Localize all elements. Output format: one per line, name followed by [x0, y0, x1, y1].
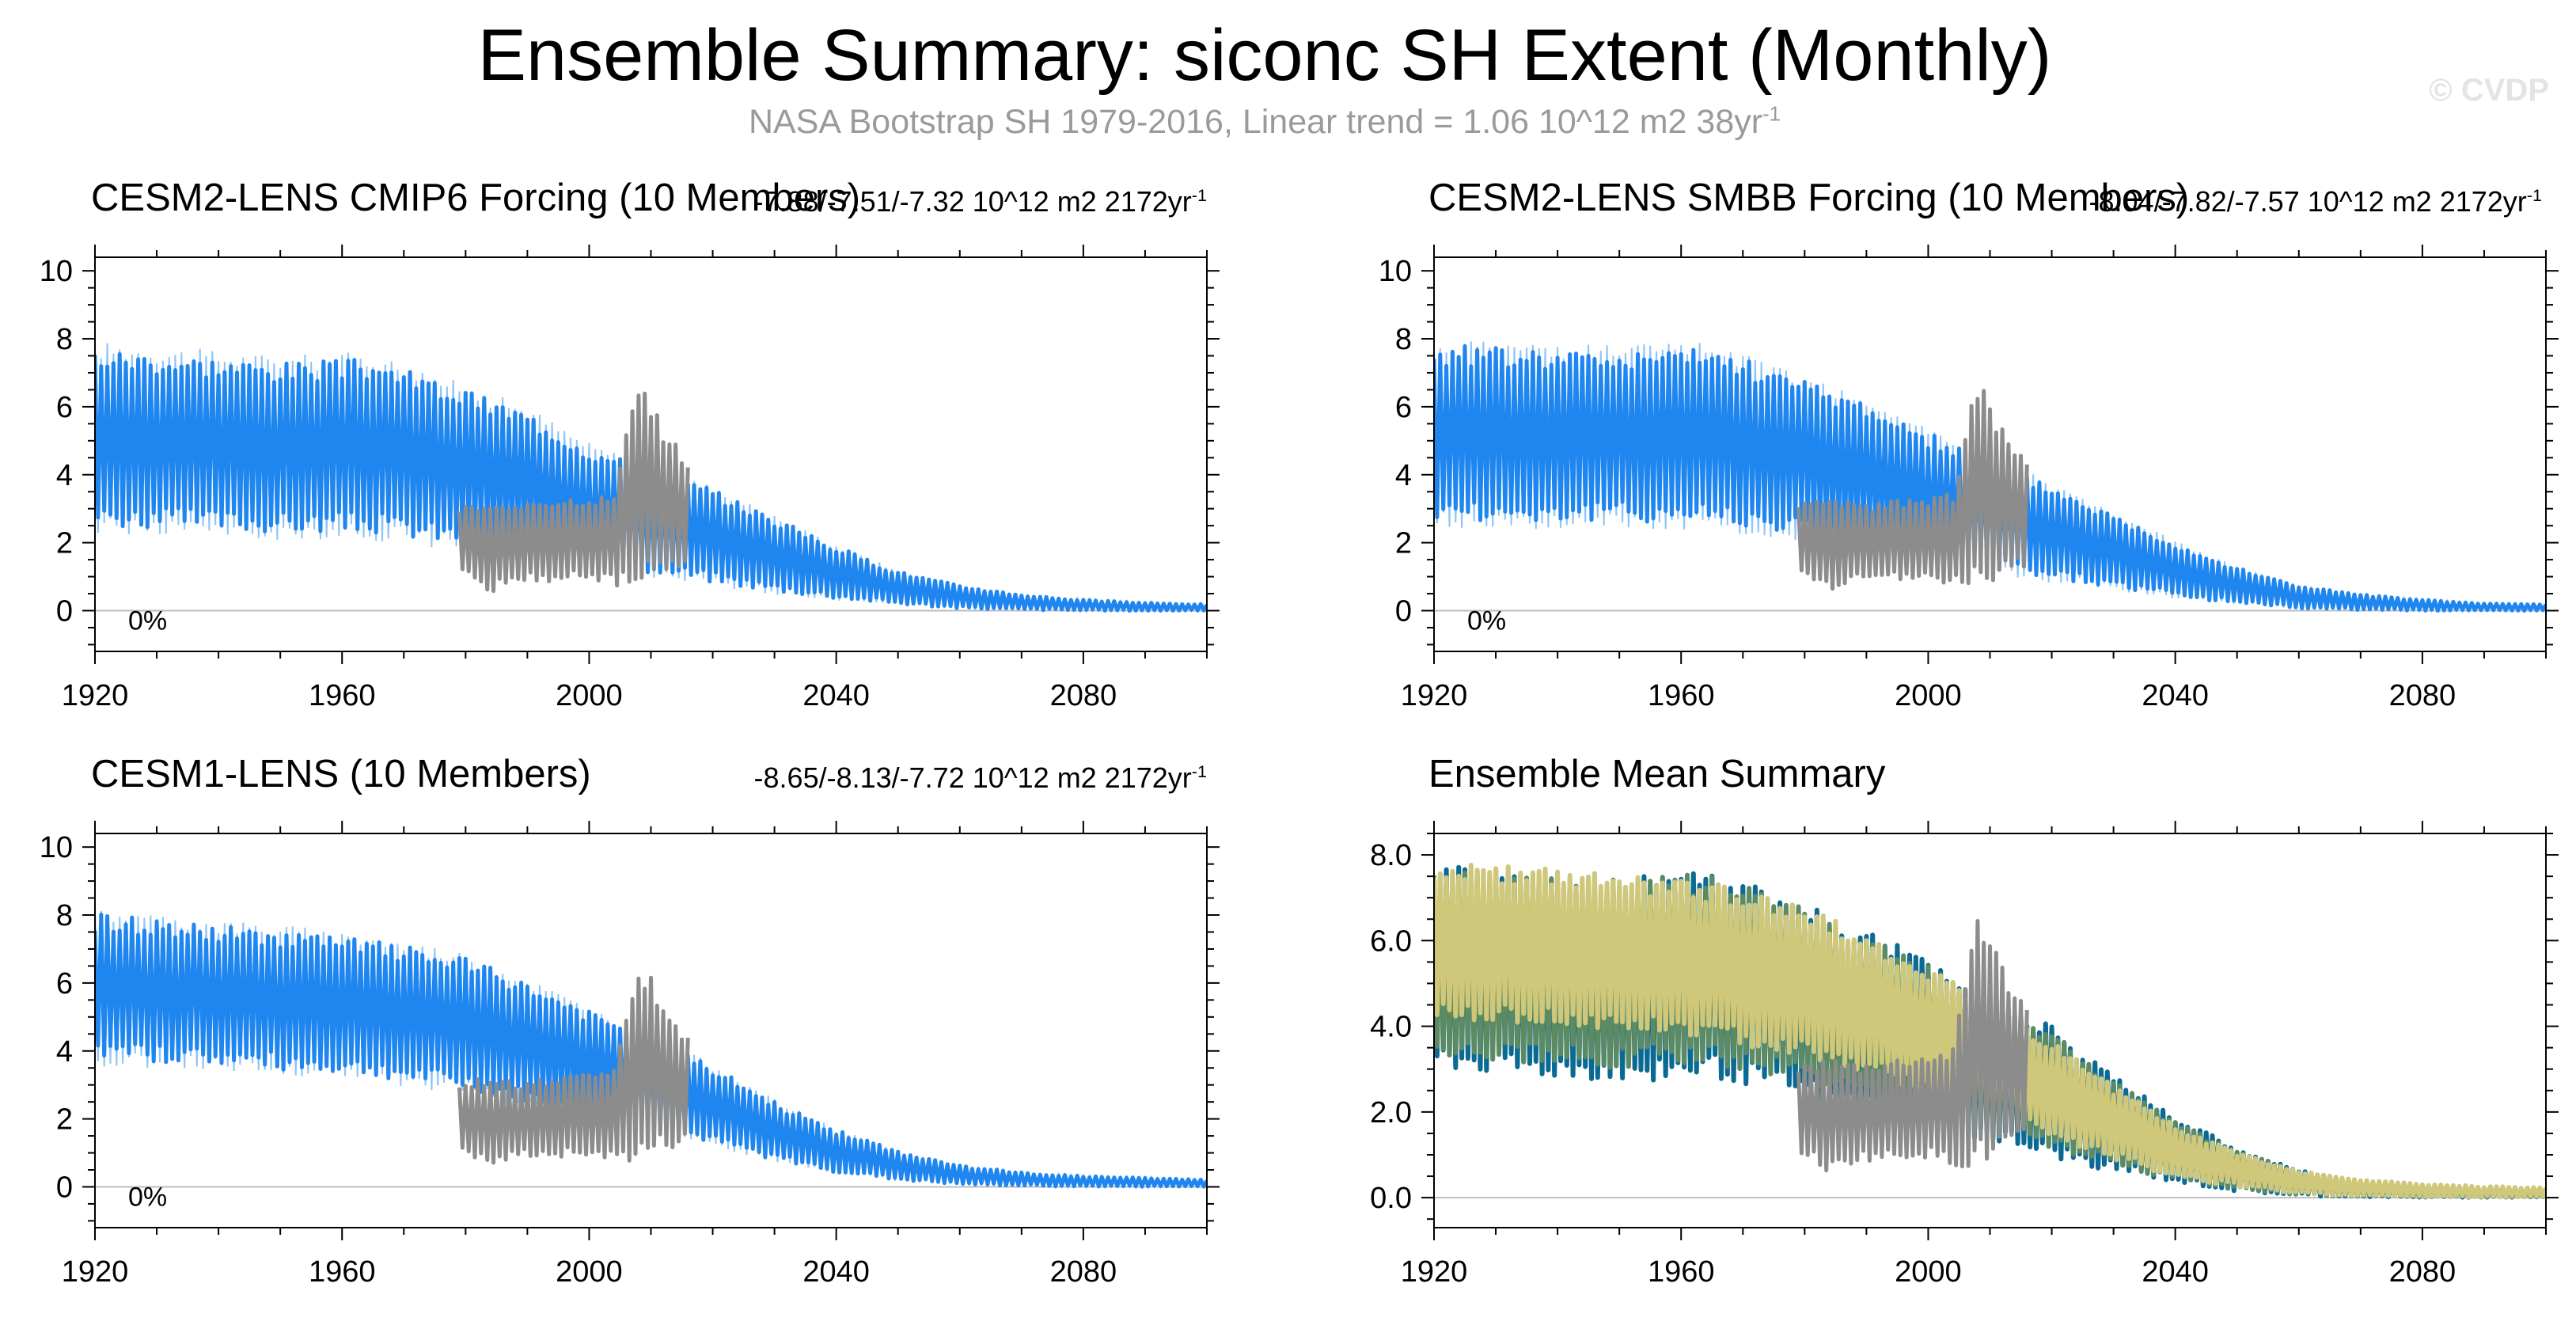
x-tick-label: 1920 [1401, 679, 1468, 712]
x-tick-label: 2040 [2142, 1255, 2209, 1289]
subtitle-exponent: -1 [1762, 103, 1781, 126]
percent-label: 0% [128, 1182, 167, 1212]
trend-text: -8.65/-8.13/-7.72 10^12 m2 2172yr [753, 761, 1192, 794]
figure-title: Ensemble Summary: siconc SH Extent (Mont… [477, 15, 2052, 96]
x-tick-label: 2000 [1895, 679, 1962, 712]
x-tick-label: 1920 [1401, 1255, 1468, 1289]
plot-area [1434, 341, 2546, 614]
x-tick-label: 1920 [62, 679, 129, 712]
y-tick-label: 0 [1395, 594, 1412, 628]
trend-label-cmip6: -7.88/-7.51/-7.32 10^12 m2 2172yr-1 [754, 185, 1207, 218]
panel-title-smbb: CESM2-LENS SMBB Forcing (10 Members) [1428, 177, 2190, 219]
panel-lens1: 1920 1960 2000 2040 2080 0 2 4 6 8 10 0% [40, 821, 1220, 1289]
x-tick-label: 1960 [309, 1255, 376, 1289]
y-tick-label: 10 [40, 831, 73, 864]
y-tick-label: 8 [56, 899, 73, 932]
y-tick-label: 4.0 [1370, 1011, 1412, 1044]
observed-series-line [1796, 389, 2029, 591]
y-tick-label: 6.0 [1370, 924, 1412, 958]
x-tick-label: 2040 [2142, 679, 2209, 712]
x-tick-label: 2000 [556, 1255, 623, 1289]
panel-title-mean: Ensemble Mean Summary [1428, 753, 1886, 795]
trend-exponent: -1 [1191, 761, 1207, 781]
trend-label-smbb: -8.04/-7.82/-7.57 10^12 m2 2172yr-1 [2089, 185, 2542, 218]
percent-label: 0% [1467, 606, 1506, 636]
y-tick-label: 2 [56, 527, 73, 560]
observed-series-line [1796, 919, 2029, 1173]
plot-area [95, 342, 1207, 614]
y-tick-label: 6 [56, 967, 73, 1000]
x-tick-label: 2000 [556, 679, 623, 712]
x-tick-label: 1960 [1648, 679, 1715, 712]
observed-series-line [457, 391, 690, 594]
y-tick-label: 4 [1395, 459, 1412, 492]
trend-exponent: -1 [1191, 185, 1207, 205]
plot-area [95, 907, 1207, 1190]
y-tick-label: 2 [1395, 527, 1412, 560]
subtitle-text: NASA Bootstrap SH 1979-2016, Linear tren… [748, 103, 1763, 141]
trend-text: -8.04/-7.82/-7.57 10^12 m2 2172yr [2088, 185, 2527, 218]
y-tick-label: 6 [1395, 391, 1412, 424]
trend-label-lens1: -8.65/-8.13/-7.72 10^12 m2 2172yr-1 [754, 761, 1207, 795]
x-tick-label: 2080 [2389, 1255, 2456, 1289]
x-tick-label: 1960 [1648, 1255, 1715, 1289]
percent-label: 0% [128, 606, 167, 636]
x-tick-label: 2080 [1050, 1255, 1117, 1289]
y-tick-label: 0 [56, 594, 73, 628]
y-tick-label: 8 [1395, 323, 1412, 356]
plot-area [1434, 863, 2546, 1200]
trend-text: -7.88/-7.51/-7.32 10^12 m2 2172yr [753, 185, 1192, 218]
panel-title-lens1: CESM1-LENS (10 Members) [91, 753, 591, 795]
x-tick-label: 1960 [309, 679, 376, 712]
y-tick-label: 10 [1379, 255, 1412, 288]
y-tick-label: 8 [56, 323, 73, 356]
cvdp-watermark: © CVDP [2429, 73, 2549, 108]
y-tick-label: 0.0 [1370, 1182, 1412, 1215]
trend-exponent: -1 [2526, 185, 2542, 205]
y-tick-label: 8.0 [1370, 839, 1412, 872]
x-tick-label: 2080 [1050, 679, 1117, 712]
observed-series-line [457, 975, 690, 1165]
y-tick-label: 10 [40, 255, 73, 288]
panel-title-cmip6: CESM2-LENS CMIP6 Forcing (10 Members) [91, 177, 861, 219]
panel-mean: 1920 1960 2000 2040 2080 0.0 2.0 4.0 6.0 8.0 [1370, 821, 2559, 1289]
x-tick-label: 2000 [1895, 1255, 1962, 1289]
x-tick-label: 2080 [2389, 679, 2456, 712]
y-tick-label: 6 [56, 391, 73, 424]
y-tick-label: 2 [56, 1103, 73, 1137]
y-tick-label: 0 [56, 1171, 73, 1204]
figure-subtitle: NASA Bootstrap SH 1979-2016, Linear tren… [0, 103, 2529, 142]
x-tick-label: 2040 [802, 679, 870, 712]
y-tick-label: 4 [56, 1035, 73, 1069]
y-tick-label: 4 [56, 459, 73, 492]
panel-smbb: 1920 1960 2000 2040 2080 0 2 4 6 8 10 0% [1379, 245, 2559, 712]
x-tick-label: 2040 [802, 1255, 870, 1289]
y-tick-label: 2.0 [1370, 1096, 1412, 1129]
panel-cmip6: 1920 1960 2000 2040 2080 0 2 4 6 8 10 0% [40, 245, 1220, 712]
x-tick-label: 1920 [62, 1255, 129, 1289]
